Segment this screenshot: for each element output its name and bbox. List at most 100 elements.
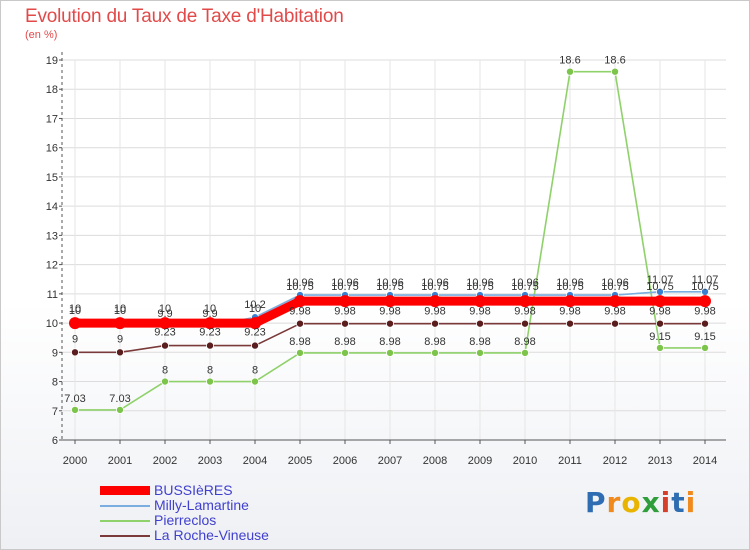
data-label: 8 bbox=[252, 365, 258, 377]
data-point bbox=[249, 317, 261, 330]
x-tick-label: 2013 bbox=[648, 455, 672, 467]
y-tick-label: 7 bbox=[52, 406, 58, 418]
data-point bbox=[521, 319, 530, 328]
x-tick-label: 2008 bbox=[423, 455, 447, 467]
data-point bbox=[205, 341, 214, 350]
chart-title: Evolution du Taux de Taxe d'Habitation bbox=[25, 6, 344, 27]
data-label: 7.03 bbox=[64, 393, 85, 405]
data-point bbox=[385, 319, 394, 328]
data-point bbox=[611, 319, 620, 328]
data-point bbox=[71, 405, 80, 414]
data-point bbox=[475, 319, 484, 328]
data-label: 8.98 bbox=[334, 336, 355, 348]
data-label: 9.98 bbox=[379, 306, 400, 318]
logo-letter: o bbox=[621, 486, 642, 519]
data-label: 10.75 bbox=[691, 281, 719, 293]
data-label: 9.98 bbox=[424, 306, 445, 318]
data-point bbox=[116, 405, 125, 414]
data-label: 9.23 bbox=[244, 327, 265, 339]
data-label: 10.75 bbox=[646, 281, 674, 293]
data-point bbox=[71, 348, 80, 357]
data-point bbox=[384, 295, 396, 308]
x-tick-label: 2000 bbox=[63, 455, 87, 467]
data-label: 9.98 bbox=[289, 306, 310, 318]
data-point bbox=[205, 377, 214, 386]
legend-label: Pierreclos bbox=[154, 512, 217, 528]
y-tick-label: 9 bbox=[52, 347, 58, 359]
data-label: 10.75 bbox=[376, 281, 404, 293]
data-point bbox=[656, 319, 665, 328]
data-point bbox=[609, 295, 621, 308]
data-label: 10 bbox=[114, 305, 126, 317]
data-point bbox=[611, 67, 620, 76]
logo-letter: P bbox=[585, 486, 607, 519]
data-point bbox=[430, 348, 439, 357]
data-point bbox=[385, 348, 394, 357]
data-point bbox=[295, 319, 304, 328]
data-label: 10.75 bbox=[511, 281, 539, 293]
x-tick-label: 2002 bbox=[153, 455, 177, 467]
data-label: 9.98 bbox=[694, 306, 715, 318]
data-point bbox=[566, 67, 575, 76]
logo-letter: x bbox=[641, 486, 661, 519]
data-point bbox=[430, 319, 439, 328]
data-label: 8.98 bbox=[469, 336, 490, 348]
data-label: 8.98 bbox=[379, 336, 400, 348]
data-point bbox=[566, 319, 575, 328]
y-tick-label: 16 bbox=[46, 143, 58, 155]
x-tick-label: 2005 bbox=[288, 455, 312, 467]
data-label: 10 bbox=[249, 303, 261, 315]
data-point bbox=[250, 377, 259, 386]
proxiti-logo: Proxiti bbox=[585, 486, 696, 519]
data-label: 10 bbox=[69, 305, 81, 317]
data-label: 7.03 bbox=[109, 393, 130, 405]
x-tick-label: 2009 bbox=[468, 455, 492, 467]
data-point bbox=[656, 343, 665, 352]
x-tick-label: 2007 bbox=[378, 455, 402, 467]
data-point bbox=[114, 317, 126, 330]
x-tick-label: 2001 bbox=[108, 455, 132, 467]
data-point bbox=[340, 348, 349, 357]
x-tick-label: 2004 bbox=[243, 455, 267, 467]
data-label: 10.2 bbox=[244, 299, 265, 311]
y-tick-label: 8 bbox=[52, 377, 58, 389]
data-label: 10.96 bbox=[601, 277, 629, 289]
data-label: 10.96 bbox=[286, 277, 314, 289]
data-label: 9.98 bbox=[649, 306, 670, 318]
data-label: 10 bbox=[159, 303, 171, 315]
legend-swatch bbox=[100, 505, 150, 507]
logo-letter: i bbox=[685, 486, 697, 519]
data-point bbox=[701, 319, 710, 328]
x-tick-label: 2010 bbox=[513, 455, 537, 467]
data-label: 9.98 bbox=[559, 306, 580, 318]
data-point bbox=[250, 341, 259, 350]
x-tick-label: 2014 bbox=[693, 455, 717, 467]
data-label: 9 bbox=[117, 333, 123, 345]
legend-label: La Roche-Vineuse bbox=[154, 527, 269, 543]
data-label: 10 bbox=[69, 303, 81, 315]
data-label: 8 bbox=[207, 365, 213, 377]
data-label: 10.75 bbox=[556, 281, 584, 293]
data-label: 10 bbox=[114, 303, 126, 315]
data-label: 9.15 bbox=[694, 331, 715, 343]
data-label: 8.98 bbox=[289, 336, 310, 348]
data-label: 10.75 bbox=[466, 281, 494, 293]
data-label: 10.96 bbox=[556, 277, 584, 289]
data-point bbox=[160, 341, 169, 350]
y-tick-label: 19 bbox=[46, 55, 58, 67]
y-tick-label: 12 bbox=[46, 260, 58, 272]
x-tick-label: 2012 bbox=[603, 455, 627, 467]
y-tick-label: 14 bbox=[46, 201, 58, 213]
data-point bbox=[160, 377, 169, 386]
data-point bbox=[429, 295, 441, 308]
y-tick-label: 11 bbox=[47, 289, 58, 301]
data-point bbox=[294, 295, 306, 308]
data-point bbox=[340, 319, 349, 328]
data-label: 10.75 bbox=[421, 281, 449, 293]
data-point bbox=[295, 348, 304, 357]
y-tick-label: 18 bbox=[46, 84, 58, 96]
data-point bbox=[699, 295, 711, 308]
data-point bbox=[701, 343, 710, 352]
